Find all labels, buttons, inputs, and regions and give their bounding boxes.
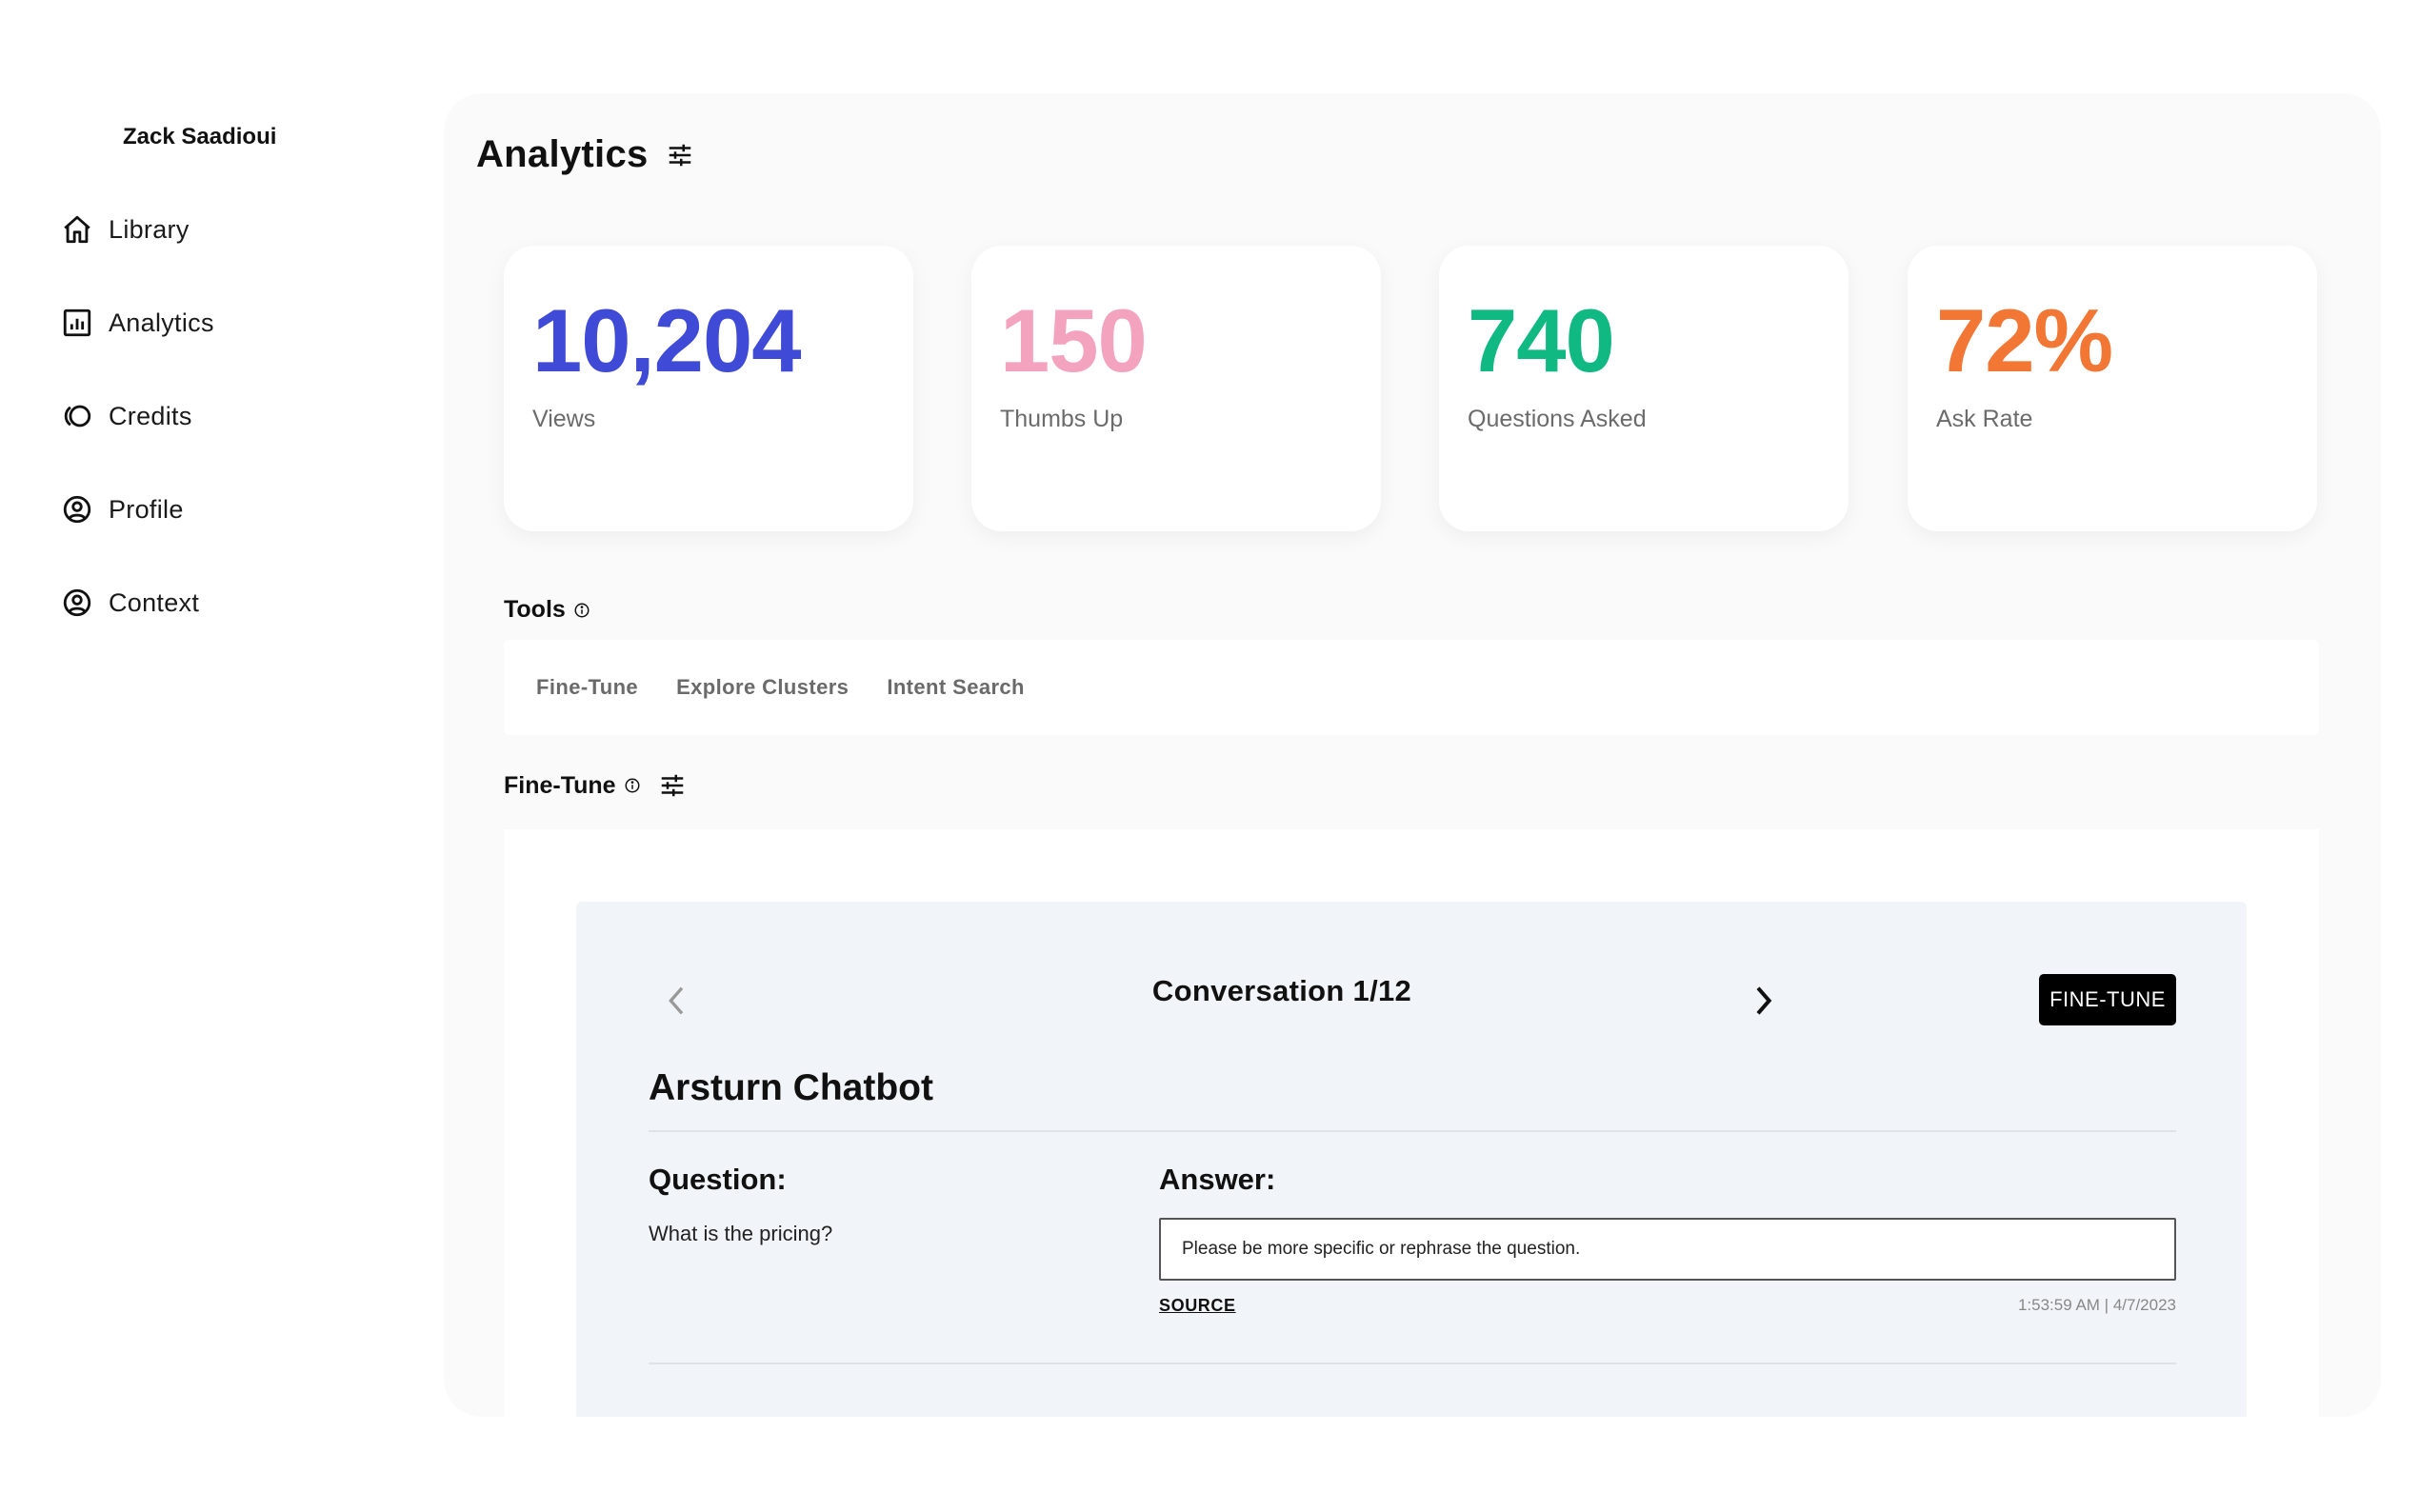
info-icon[interactable] xyxy=(624,777,641,794)
chart-icon xyxy=(63,308,91,337)
sidebar-item-label: Analytics xyxy=(109,308,214,337)
stat-card-views: 10,204 Views xyxy=(504,246,913,531)
user-name: Zack Saadioui xyxy=(123,124,277,149)
sidebar-item-label: Library xyxy=(109,214,190,244)
stat-value: 10,204 xyxy=(532,290,802,390)
stat-value: 740 xyxy=(1468,290,1615,390)
chevron-left-icon[interactable] xyxy=(658,982,696,1020)
fine-tune-button[interactable]: FINE-TUNE xyxy=(2039,974,2176,1025)
sidebar: Zack Saadioui Library Analytics Credits … xyxy=(0,0,400,1512)
timestamp: 1:53:59 AM | 4/7/2023 xyxy=(2017,1296,2176,1314)
page-header: Analytics xyxy=(476,133,694,176)
sliders-icon[interactable] xyxy=(666,141,694,169)
info-icon[interactable] xyxy=(573,602,590,619)
conversation-counter: Conversation 1/12 xyxy=(1151,974,1412,1007)
sidebar-item-label: Credits xyxy=(109,401,192,430)
stat-label: Ask Rate xyxy=(1936,406,2033,432)
credits-icon xyxy=(64,405,91,428)
source-link[interactable]: SOURCE xyxy=(1159,1296,1236,1315)
page-title: Analytics xyxy=(476,133,649,175)
sidebar-item-label: Context xyxy=(109,587,200,617)
stat-card-thumbs-up: 150 Thumbs Up xyxy=(971,246,1381,531)
tab-fine-tune[interactable]: Fine-Tune xyxy=(536,675,639,699)
sidebar-item-library[interactable]: Library xyxy=(61,213,190,246)
stat-card-questions-asked: 740 Questions Asked xyxy=(1439,246,1849,531)
conversation-card: Conversation 1/12 FINE-TUNE Arsturn Chat… xyxy=(576,902,2247,1417)
fine-tune-section-title: Fine-Tune xyxy=(504,771,687,800)
profile-icon xyxy=(63,495,91,524)
sliders-icon[interactable] xyxy=(658,771,687,800)
answer-field[interactable]: Please be more specific or rephrase the … xyxy=(1159,1218,2176,1281)
stat-card-ask-rate: 72% Ask Rate xyxy=(1908,246,2317,531)
question-label: Question: xyxy=(649,1163,787,1196)
tab-intent-search[interactable]: Intent Search xyxy=(887,675,1025,699)
fine-tune-panel: Conversation 1/12 FINE-TUNE Arsturn Chat… xyxy=(504,829,2319,1417)
stat-value: 72% xyxy=(1936,290,2113,390)
stat-label: Thumbs Up xyxy=(1000,406,1124,432)
stat-value: 150 xyxy=(1000,290,1148,390)
answer-text: Please be more specific or rephrase the … xyxy=(1182,1239,1581,1259)
answer-label: Answer: xyxy=(1159,1163,1276,1196)
sidebar-item-label: Profile xyxy=(109,494,184,524)
context-icon xyxy=(63,588,91,617)
stat-label: Views xyxy=(532,406,596,432)
sidebar-item-analytics[interactable]: Analytics xyxy=(61,307,214,339)
tab-explore-clusters[interactable]: Explore Clusters xyxy=(676,675,850,699)
chevron-right-icon[interactable] xyxy=(1744,982,1782,1020)
sidebar-item-profile[interactable]: Profile xyxy=(61,493,184,526)
tools-tab-bar: Fine-Tune Explore Clusters Intent Search xyxy=(504,640,2319,735)
bot-name: Arsturn Chatbot xyxy=(649,1067,933,1108)
tools-title: Tools xyxy=(504,596,566,623)
stat-label: Questions Asked xyxy=(1468,406,1647,432)
home-icon xyxy=(64,215,90,244)
main-panel: Analytics 10,204 Views 150 Thumbs Up 740… xyxy=(444,93,2381,1417)
sidebar-item-context[interactable]: Context xyxy=(61,587,199,619)
question-text: What is the pricing? xyxy=(649,1222,833,1245)
divider xyxy=(649,1130,2176,1132)
divider xyxy=(649,1363,2176,1364)
fine-tune-title: Fine-Tune xyxy=(504,771,616,799)
sidebar-item-credits[interactable]: Credits xyxy=(61,400,192,432)
tools-section-title: Tools xyxy=(504,596,590,624)
